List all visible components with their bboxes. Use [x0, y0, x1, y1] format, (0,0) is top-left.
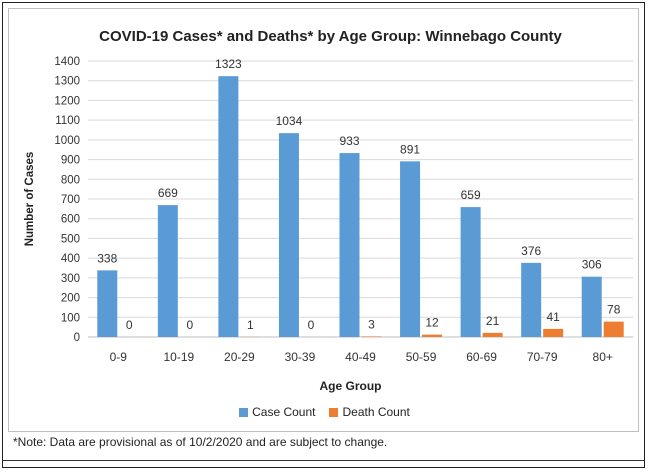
data-label-case: 376: [521, 244, 541, 258]
data-label-case: 659: [461, 188, 481, 202]
bar-case-count: [97, 270, 118, 337]
y-tick-label: 100: [61, 312, 80, 324]
bar-death-count: [422, 334, 443, 337]
data-label-death: 0: [186, 318, 193, 332]
x-tick-label: 0-9: [110, 350, 128, 364]
data-label-death: 3: [368, 317, 375, 331]
x-axis-label: Age Group: [320, 379, 382, 393]
y-tick-label: 600: [61, 214, 80, 226]
y-tick-label: 700: [61, 194, 80, 206]
data-label-case: 933: [339, 134, 359, 148]
bar-death-count: [482, 332, 503, 337]
data-label-case: 891: [400, 142, 420, 156]
y-tick-label: 1000: [54, 135, 80, 147]
data-label-death: 78: [607, 303, 621, 317]
legend-item-deaths: Death Count: [329, 405, 410, 419]
data-label-death: 21: [486, 314, 500, 328]
y-tick-label: 1100: [55, 115, 80, 127]
y-tick-label: 200: [61, 293, 80, 305]
chart-area: [8, 8, 639, 432]
y-tick-label: 800: [61, 174, 80, 186]
data-label-death: 41: [546, 310, 560, 324]
legend-label-cases: Case Count: [252, 405, 316, 419]
bar-case-count: [339, 153, 360, 337]
bar-case-count: [400, 161, 421, 337]
x-tick-label: 60-69: [466, 350, 497, 364]
chart-frame: COVID-19 Cases* and Deaths* by Age Group…: [2, 2, 645, 468]
data-label-case: 306: [582, 258, 602, 272]
y-tick-label: 1200: [54, 95, 80, 107]
y-tick-label: 1400: [54, 56, 80, 68]
bar-case-count: [278, 133, 299, 337]
y-tick-label: 500: [61, 233, 80, 245]
data-label-death: 12: [425, 316, 439, 330]
chart-title: COVID-19 Cases* and Deaths* by Age Group…: [99, 28, 562, 45]
data-label-case: 338: [97, 251, 117, 265]
data-label-death: 0: [126, 318, 133, 332]
y-tick-label: 300: [61, 273, 80, 285]
note-divider: [3, 460, 644, 461]
bar-death-count: [361, 336, 382, 337]
data-label-case: 1323: [215, 57, 242, 71]
x-tick-label: 30-39: [285, 350, 316, 364]
bar-chart: COVID-19 Cases* and Deaths* by Age Group…: [24, 28, 633, 393]
y-tick-label: 900: [61, 155, 80, 167]
bar-case-count: [218, 76, 239, 338]
legend-swatch-cases: [239, 407, 249, 417]
x-tick-label: 70-79: [527, 350, 558, 364]
y-axis-label: Number of Cases: [24, 152, 36, 247]
bar-case-count: [460, 207, 481, 337]
bar-case-count: [157, 205, 178, 337]
x-tick-label: 50-59: [406, 350, 437, 364]
legend-swatch-deaths: [329, 407, 339, 417]
legend-item-cases: Case Count: [239, 405, 315, 419]
legend: Case Count Death Count: [3, 405, 646, 419]
x-tick-label: 10-19: [163, 350, 194, 364]
bar-case-count: [581, 276, 602, 337]
y-tick-label: 1300: [54, 76, 80, 88]
data-label-death: 1: [247, 318, 254, 332]
legend-label-deaths: Death Count: [342, 405, 410, 419]
data-label-death: 0: [308, 318, 315, 332]
bar-case-count: [521, 262, 542, 337]
bar-death-count: [543, 328, 564, 337]
data-label-case: 669: [158, 186, 178, 200]
x-tick-label: 80+: [593, 350, 613, 364]
y-tick-label: 400: [61, 253, 80, 265]
x-tick-label: 40-49: [345, 350, 376, 364]
footnote: *Note: Data are provisional as of 10/2/2…: [13, 435, 388, 449]
y-tick-label: 0: [74, 332, 80, 344]
x-tick-label: 20-29: [224, 350, 255, 364]
data-label-case: 1034: [276, 114, 303, 128]
bar-death-count: [603, 321, 624, 337]
